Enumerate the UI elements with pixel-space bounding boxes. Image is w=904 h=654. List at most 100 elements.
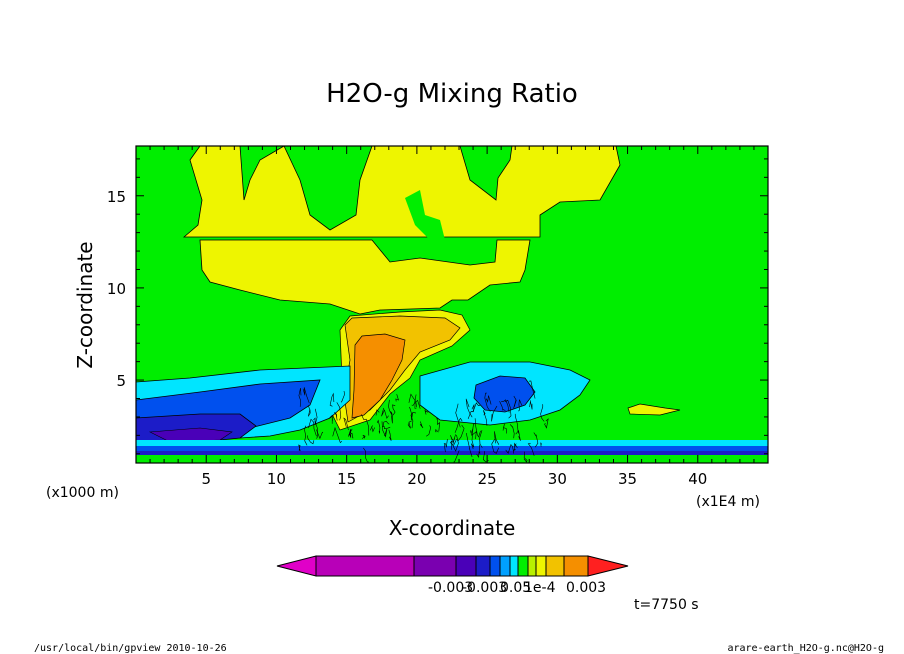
column-orange bbox=[351, 333, 406, 419]
contour-line bbox=[513, 395, 517, 409]
contour-line bbox=[390, 411, 393, 424]
contour-line bbox=[470, 430, 477, 440]
x-tick-label: 40 bbox=[688, 470, 707, 488]
contour-line bbox=[361, 434, 366, 439]
colorbar-segment bbox=[489, 555, 501, 577]
contour-line bbox=[528, 380, 536, 399]
y-tick-label: 10 bbox=[107, 280, 126, 298]
contour-line bbox=[479, 430, 483, 448]
x-tick-label: 5 bbox=[201, 470, 211, 488]
contour-line bbox=[392, 404, 396, 416]
colorbar-label-5: 0.003 bbox=[566, 580, 606, 596]
time-label: t=7750 s bbox=[634, 597, 699, 613]
contour-line bbox=[363, 447, 369, 463]
colorbar-segment bbox=[499, 555, 511, 577]
contour-line bbox=[518, 399, 523, 412]
anvil-fringe-2 bbox=[330, 150, 352, 215]
contour-line bbox=[485, 395, 492, 405]
colorbar-segment bbox=[563, 555, 589, 577]
contour-line bbox=[381, 407, 389, 419]
contour-line bbox=[453, 450, 460, 463]
x-unit-left: (x1000 m) bbox=[46, 485, 119, 501]
x-tick-label: 20 bbox=[407, 470, 426, 488]
x-tick-label: 25 bbox=[478, 470, 497, 488]
colorbar-segment bbox=[527, 555, 537, 577]
contour-line bbox=[304, 425, 308, 446]
colorbar-segment bbox=[535, 555, 547, 577]
contour-line bbox=[410, 411, 417, 429]
y-axis-label: Z-coordinate bbox=[73, 241, 97, 368]
contour-line bbox=[435, 428, 439, 433]
contour-line bbox=[407, 420, 412, 429]
contour-line bbox=[544, 418, 549, 429]
contour-line bbox=[491, 405, 498, 422]
contour-line bbox=[316, 429, 324, 440]
colorbar-label-1: -0.003 bbox=[428, 580, 473, 596]
contour-line bbox=[408, 393, 418, 408]
contour-line bbox=[452, 434, 459, 452]
contour-line bbox=[491, 438, 499, 454]
footer-left: /usr/local/bin/gpview 2010-10-26 bbox=[34, 643, 227, 654]
dry-layer-blue-right bbox=[473, 375, 536, 413]
contour-line bbox=[499, 401, 506, 411]
contour-line bbox=[533, 432, 539, 448]
contour-line bbox=[450, 434, 456, 444]
contour-line bbox=[302, 387, 310, 404]
contour-line bbox=[361, 414, 370, 436]
contour-line bbox=[523, 451, 528, 463]
y-tick-label: 15 bbox=[107, 188, 126, 206]
bottom-band-dark bbox=[136, 451, 768, 455]
contour-line bbox=[514, 413, 519, 434]
x-tick-label: 10 bbox=[267, 470, 286, 488]
contour-line bbox=[454, 417, 463, 433]
anvil-fringe bbox=[405, 190, 445, 240]
contour-line bbox=[348, 428, 353, 438]
contour-line bbox=[540, 442, 542, 447]
x-tick-labels: 5 10 15 20 25 30 35 40 bbox=[201, 470, 707, 488]
colorbar-segment bbox=[315, 555, 415, 577]
contour-line bbox=[476, 444, 481, 459]
x-tick-label: 35 bbox=[618, 470, 637, 488]
contour-line bbox=[513, 443, 518, 451]
colorbar-segment bbox=[509, 555, 519, 577]
y-tick-label: 5 bbox=[116, 372, 126, 390]
contour-line bbox=[376, 419, 381, 434]
contour-line bbox=[426, 425, 431, 437]
contour-line bbox=[494, 431, 500, 445]
contour-line bbox=[502, 423, 507, 434]
contour-line bbox=[334, 412, 338, 421]
x-tick-label: 15 bbox=[337, 470, 356, 488]
contour-line bbox=[443, 439, 448, 453]
contour-line bbox=[472, 402, 481, 413]
x-axis-label: X-coordinate bbox=[389, 516, 516, 540]
contour-line bbox=[329, 414, 333, 424]
contour-line bbox=[348, 432, 354, 439]
bottom-band-cyan bbox=[136, 440, 768, 446]
contour-line bbox=[474, 418, 481, 438]
contour-line bbox=[314, 420, 318, 439]
contour-line bbox=[308, 405, 311, 417]
contour-line bbox=[382, 420, 390, 427]
small-moist-patch bbox=[627, 403, 681, 416]
contour-line bbox=[369, 425, 375, 433]
contour-line bbox=[424, 409, 429, 415]
colorbar-label-2: -0.003 bbox=[462, 580, 507, 596]
colorbar-segment bbox=[517, 555, 529, 577]
contour-line bbox=[419, 421, 424, 429]
plot-frame bbox=[135, 145, 769, 464]
contour-line bbox=[381, 421, 388, 438]
plot-area bbox=[136, 146, 768, 463]
bottom-band-green bbox=[136, 455, 768, 463]
contour-line bbox=[466, 432, 473, 458]
colorbar bbox=[276, 555, 629, 577]
contour-line bbox=[395, 394, 399, 402]
footer-right: arare-earth_H2O-g.nc@H2O-g bbox=[727, 643, 884, 654]
contour-line bbox=[527, 443, 535, 456]
contour-line bbox=[505, 443, 515, 454]
contour-line bbox=[515, 430, 521, 441]
colorbar-right-arrow bbox=[587, 555, 629, 577]
colorbar-segment bbox=[545, 555, 565, 577]
colorbar-segment bbox=[455, 555, 477, 577]
chart-title: H2O-g Mixing Ratio bbox=[326, 79, 578, 109]
